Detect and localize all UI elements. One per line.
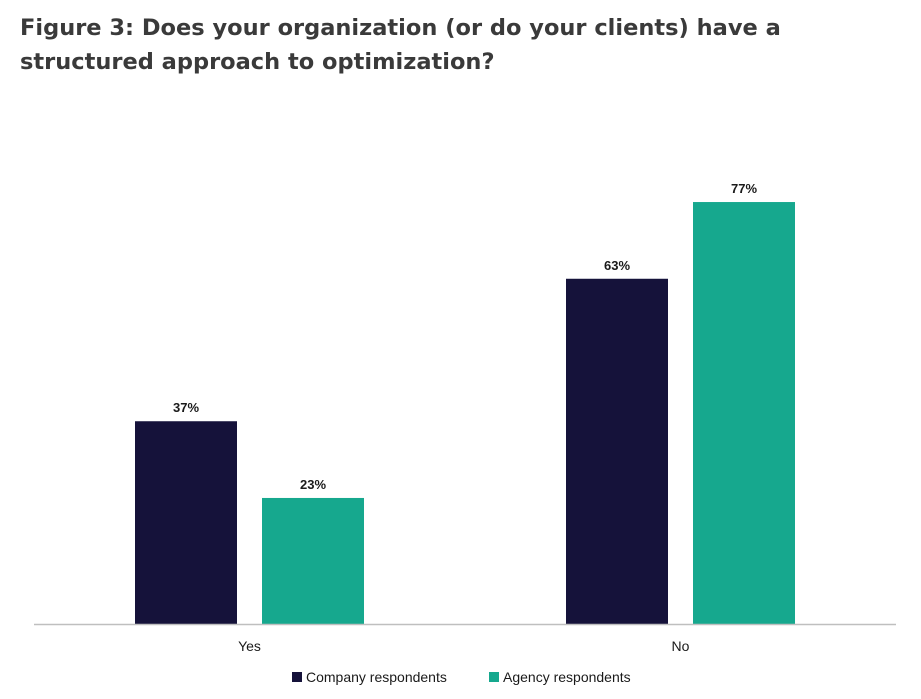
bars-layer: 37% 23% 63% 77% (135, 181, 795, 625)
data-label-yes-agency: 23% (300, 477, 326, 492)
legend-swatch-agency (489, 672, 499, 682)
category-labels: Yes No (238, 638, 690, 654)
data-label-no-agency: 77% (731, 181, 757, 196)
bar-no-agency (693, 202, 795, 625)
data-label-no-company: 63% (604, 258, 630, 273)
legend-label-company: Company respondents (306, 669, 447, 685)
data-label-yes-company: 37% (173, 400, 199, 415)
bar-no-company (566, 278, 668, 624)
category-label-yes: Yes (238, 638, 261, 654)
category-label-no: No (672, 638, 690, 654)
legend: Company respondents Agency respondents (292, 669, 631, 685)
bar-yes-agency (262, 497, 364, 624)
bar-yes-company (135, 421, 237, 624)
legend-swatch-company (292, 672, 302, 682)
chart-title: Figure 3: Does your organization (or do … (20, 15, 781, 75)
legend-label-agency: Agency respondents (503, 669, 631, 685)
